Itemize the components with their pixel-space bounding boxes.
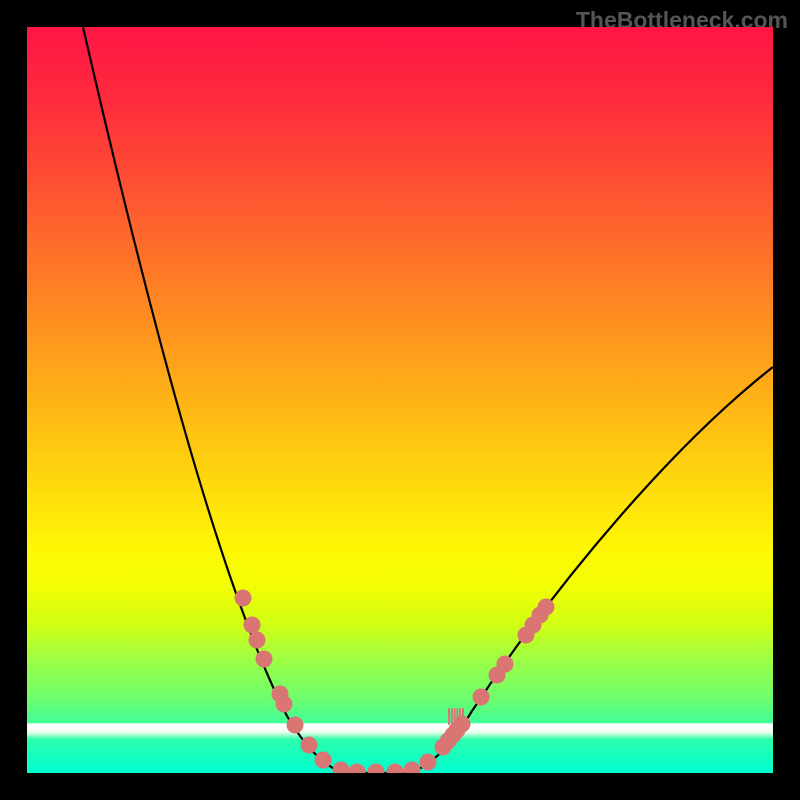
data-marker: [538, 599, 555, 616]
data-marker: [368, 764, 385, 774]
data-marker: [387, 764, 404, 774]
data-marker: [301, 737, 318, 754]
plot-area: [27, 27, 773, 773]
data-marker: [420, 754, 437, 771]
data-marker: [315, 752, 332, 769]
chart-svg: [27, 27, 773, 773]
data-marker: [244, 617, 261, 634]
data-marker: [256, 651, 273, 668]
data-marker: [276, 696, 293, 713]
data-marker: [249, 632, 266, 649]
data-marker: [404, 762, 421, 774]
data-marker: [497, 656, 514, 673]
data-marker: [349, 764, 366, 774]
bottleneck-curve: [83, 27, 773, 773]
data-marker: [473, 689, 490, 706]
data-marker: [287, 717, 304, 734]
data-marker: [235, 590, 252, 607]
data-marker: [333, 762, 350, 774]
